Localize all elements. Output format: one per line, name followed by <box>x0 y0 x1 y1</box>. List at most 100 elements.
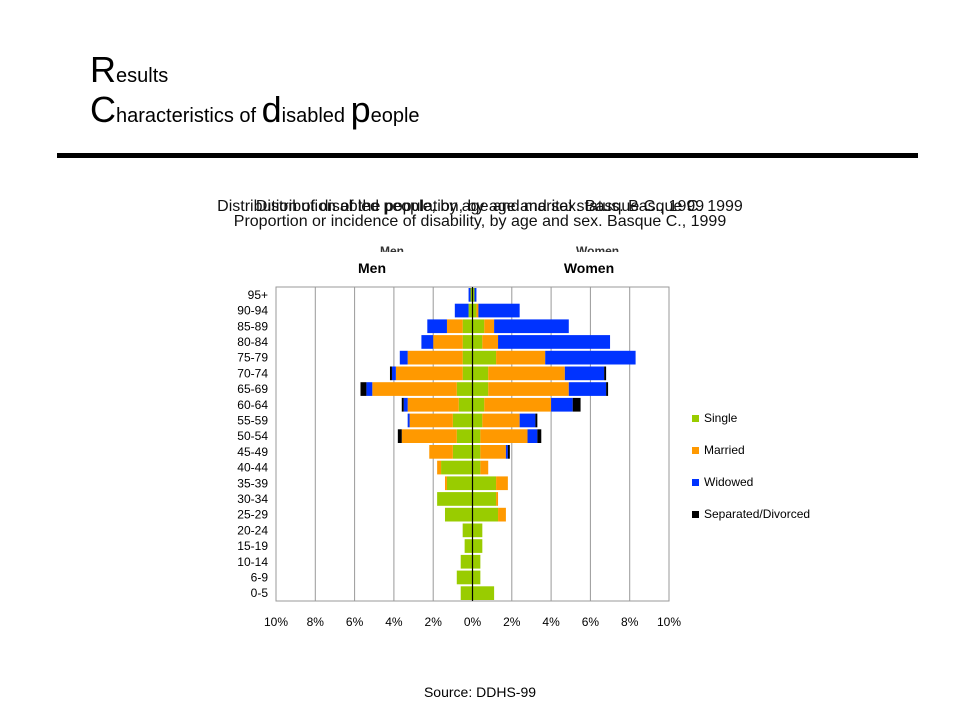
bar-women-married-70-74 <box>488 366 565 381</box>
bar-men-widowed-65-69 <box>366 382 373 396</box>
bar-women-married-35-39 <box>496 476 508 491</box>
bar-men-married-55-59 <box>409 413 453 428</box>
bar-women-single-50-54 <box>472 429 481 443</box>
y-tick-label: 6-9 <box>251 570 269 584</box>
bar-women-single-20-24 <box>472 523 483 538</box>
x-tick-label: 8% <box>307 615 325 629</box>
bar-men-widowed-70-74 <box>391 366 396 381</box>
bar-women-married-85-89 <box>484 319 495 334</box>
bar-men-single-95+ <box>470 288 473 302</box>
title-segment: haracteristics of <box>116 105 262 127</box>
bar-women-married-40-44 <box>480 460 489 475</box>
bar-men-married-75-79 <box>407 350 463 365</box>
title-segment: isabled <box>281 105 351 127</box>
bar-women-widowed-45-49 <box>505 445 508 459</box>
bar-women-single-65-69 <box>472 382 489 396</box>
y-tick-label: 80-84 <box>237 335 268 349</box>
bar-women-single-75-79 <box>472 350 497 365</box>
title-segment: d <box>261 89 282 130</box>
bar-women-single-95+ <box>472 288 475 302</box>
bar-men-single-75-79 <box>462 350 473 365</box>
bar-women-single-15-19 <box>472 539 483 553</box>
x-tick-label: 6% <box>582 615 600 629</box>
bar-women-married-30-34 <box>496 492 499 506</box>
x-tick-label: 10% <box>657 615 681 629</box>
bar-men-widowed-90-94 <box>454 303 469 318</box>
title-line-characteristics: Characteristics of disabled people <box>90 92 420 128</box>
bar-women-married-90-94 <box>476 303 479 318</box>
bar-women-single-80-84 <box>472 335 483 349</box>
bar-women-married-65-69 <box>488 382 569 396</box>
bar-men-widowed-95+ <box>468 288 471 302</box>
bar-men-separated-divorced-65-69 <box>360 382 367 396</box>
title-segment: C <box>90 89 116 130</box>
bar-women-married-50-54 <box>480 429 528 443</box>
title-rest-results: esults <box>116 65 169 87</box>
bar-men-widowed-80-84 <box>421 335 434 349</box>
bar-men-single-90-94 <box>468 303 473 318</box>
bar-women-married-45-49 <box>480 445 506 459</box>
bar-men-married-35-39 <box>444 476 447 491</box>
bar-women-widowed-60-64 <box>551 397 573 412</box>
bar-men-single-60-64 <box>458 397 473 412</box>
y-tick-label: 35-39 <box>237 476 268 490</box>
legend-swatch <box>692 479 699 486</box>
x-tick-label: 6% <box>346 615 364 629</box>
y-tick-label: 30-34 <box>237 492 268 506</box>
bar-women-widowed-65-69 <box>568 382 607 396</box>
bar-women-single-90-94 <box>472 303 477 318</box>
ghost-label-men: Men <box>380 244 404 252</box>
bar-men-single-80-84 <box>462 335 473 349</box>
y-tick-label: 15-19 <box>237 539 268 553</box>
bar-men-widowed-75-79 <box>399 350 408 365</box>
legend-label: Widowed <box>704 475 753 489</box>
chart-title-overlay-1: Distribution of disabled people, by age … <box>217 198 743 215</box>
bar-women-widowed-55-59 <box>519 413 536 428</box>
bar-men-widowed-85-89 <box>427 319 447 334</box>
legend-label: Separated/Divorced <box>704 507 810 521</box>
bar-men-married-80-84 <box>433 335 463 349</box>
bar-women-single-10-14 <box>472 554 481 569</box>
legend-swatch <box>692 415 699 422</box>
y-tick-label: 60-64 <box>237 398 268 412</box>
title-segment: p <box>350 89 371 130</box>
bar-women-widowed-85-89 <box>494 319 569 334</box>
y-tick-label: 45-49 <box>237 445 268 459</box>
y-tick-label: 85-89 <box>237 319 268 333</box>
bar-women-separated-divorced-45-49 <box>507 445 510 459</box>
bar-men-single-85-89 <box>462 319 473 334</box>
y-tick-label: 25-29 <box>237 508 268 522</box>
x-tick-label: 2% <box>425 615 443 629</box>
bar-women-widowed-50-54 <box>527 429 538 443</box>
y-tick-label: 50-54 <box>237 429 268 443</box>
legend-swatch <box>692 447 699 454</box>
bar-men-single-0-5 <box>460 586 473 600</box>
legend-label: Married <box>704 443 745 457</box>
bar-women-single-45-49 <box>472 445 481 459</box>
bar-women-separated-divorced-50-54 <box>537 429 542 443</box>
y-tick-label: 0-5 <box>251 586 269 600</box>
bar-women-married-60-64 <box>484 397 552 412</box>
bar-men-single-40-44 <box>441 460 473 475</box>
bar-men-single-45-49 <box>452 445 473 459</box>
bar-women-single-25-29 <box>472 507 499 522</box>
bar-men-married-65-69 <box>372 382 457 396</box>
y-tick-label: 65-69 <box>237 382 268 396</box>
panel-heading-men: Men <box>358 260 386 276</box>
bar-women-separated-divorced-70-74 <box>604 366 607 381</box>
bar-men-single-35-39 <box>446 476 473 491</box>
bar-women-single-0-5 <box>472 586 495 600</box>
bar-men-married-70-74 <box>395 366 463 381</box>
bar-women-married-75-79 <box>496 350 546 365</box>
bar-women-single-6-9 <box>472 570 481 585</box>
y-tick-label: 75-79 <box>237 351 268 365</box>
bar-women-widowed-95+ <box>474 288 477 302</box>
bar-men-single-65-69 <box>456 382 473 396</box>
bar-men-separated-divorced-70-74 <box>389 366 392 381</box>
source-note: Source: DDHS-99 <box>423 684 537 700</box>
bar-men-single-30-34 <box>437 492 473 506</box>
y-tick-label: 90-94 <box>237 304 268 318</box>
bar-women-married-55-59 <box>482 413 520 428</box>
bar-women-single-85-89 <box>472 319 485 334</box>
bar-women-single-55-59 <box>472 413 483 428</box>
